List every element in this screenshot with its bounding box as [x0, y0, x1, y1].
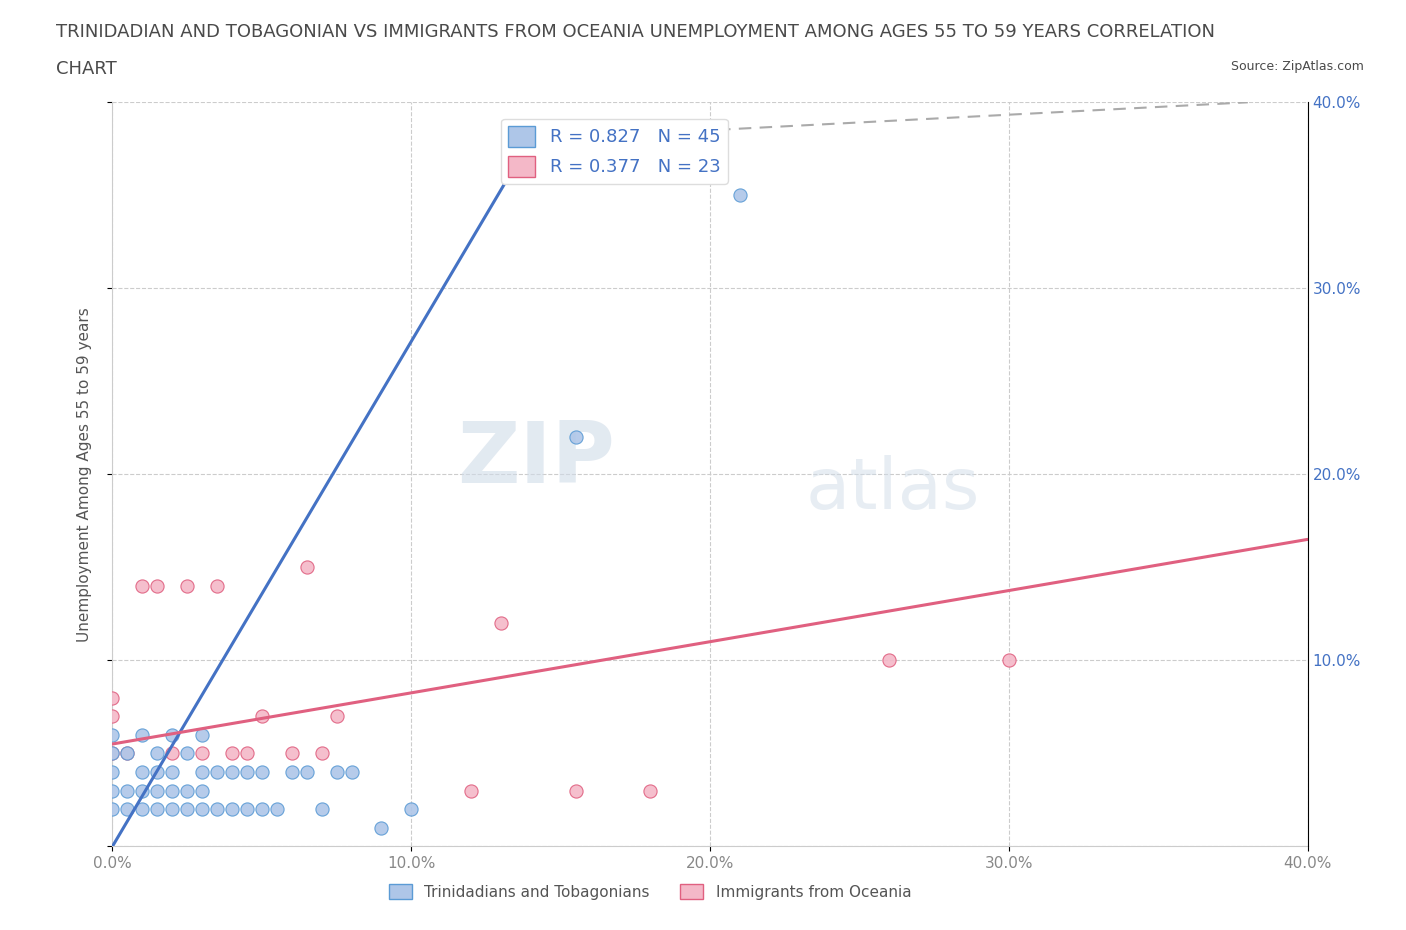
Point	[191, 727, 214, 742]
Point	[191, 764, 214, 779]
Point	[325, 709, 347, 724]
Point	[101, 746, 124, 761]
Point	[131, 783, 153, 798]
Y-axis label: Unemployment Among Ages 55 to 59 years: Unemployment Among Ages 55 to 59 years	[77, 307, 91, 642]
Point	[131, 764, 153, 779]
Point	[295, 560, 318, 575]
Point	[250, 802, 273, 817]
Point	[728, 188, 751, 203]
Point	[117, 746, 139, 761]
Text: TRINIDADIAN AND TOBAGONIAN VS IMMIGRANTS FROM OCEANIA UNEMPLOYMENT AMONG AGES 55: TRINIDADIAN AND TOBAGONIAN VS IMMIGRANTS…	[56, 23, 1215, 41]
Point	[638, 783, 662, 798]
Point	[146, 783, 169, 798]
Point	[205, 764, 228, 779]
Point	[162, 746, 183, 761]
Point	[131, 802, 153, 817]
Point	[162, 727, 183, 742]
Point	[117, 746, 139, 761]
Point	[295, 764, 318, 779]
Point	[176, 578, 198, 593]
Point	[236, 802, 259, 817]
Point	[250, 764, 273, 779]
Point	[564, 783, 586, 798]
Text: atlas: atlas	[806, 455, 980, 524]
Point	[250, 709, 273, 724]
Point	[221, 802, 243, 817]
Point	[117, 802, 139, 817]
Point	[266, 802, 288, 817]
Point	[131, 727, 153, 742]
Point	[162, 783, 183, 798]
Point	[311, 746, 333, 761]
Legend: Trinidadians and Tobagonians, Immigrants from Oceania: Trinidadians and Tobagonians, Immigrants…	[384, 877, 917, 906]
Point	[176, 783, 198, 798]
Point	[101, 690, 124, 705]
Point	[205, 578, 228, 593]
Point	[146, 578, 169, 593]
Point	[340, 764, 363, 779]
Point	[205, 802, 228, 817]
Point	[325, 764, 347, 779]
Point	[117, 783, 139, 798]
Point	[236, 746, 259, 761]
Point	[101, 783, 124, 798]
Point	[191, 746, 214, 761]
Point	[101, 709, 124, 724]
Point	[176, 746, 198, 761]
Point	[998, 653, 1021, 668]
Point	[460, 783, 482, 798]
Point	[101, 727, 124, 742]
Point	[146, 802, 169, 817]
Point	[564, 430, 586, 445]
Point	[311, 802, 333, 817]
Point	[176, 802, 198, 817]
Point	[489, 616, 512, 631]
Point	[101, 746, 124, 761]
Point	[146, 746, 169, 761]
Point	[221, 764, 243, 779]
Point	[236, 764, 259, 779]
Point	[146, 764, 169, 779]
Point	[131, 578, 153, 593]
Point	[401, 802, 423, 817]
Point	[101, 764, 124, 779]
Text: ZIP: ZIP	[457, 418, 614, 501]
Point	[281, 764, 304, 779]
Point	[191, 783, 214, 798]
Text: CHART: CHART	[56, 60, 117, 78]
Point	[191, 802, 214, 817]
Point	[877, 653, 901, 668]
Point	[370, 820, 392, 835]
Point	[162, 802, 183, 817]
Point	[281, 746, 304, 761]
Point	[162, 764, 183, 779]
Point	[221, 746, 243, 761]
Point	[101, 802, 124, 817]
Text: Source: ZipAtlas.com: Source: ZipAtlas.com	[1230, 60, 1364, 73]
